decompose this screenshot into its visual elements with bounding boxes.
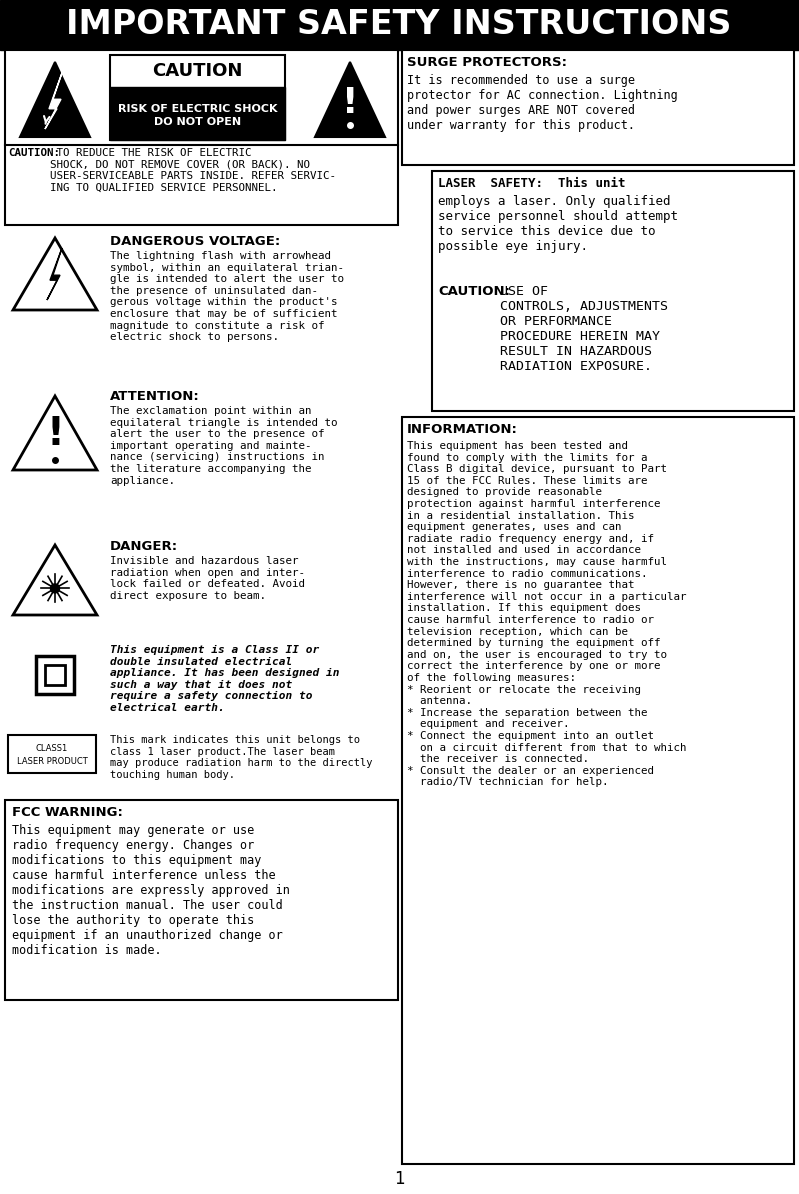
Text: USE OF
CONTROLS, ADJUSTMENTS
OR PERFORMANCE
PROCEDURE HEREIN MAY
RESULT IN HAZAR: USE OF CONTROLS, ADJUSTMENTS OR PERFORMA…	[500, 285, 668, 373]
Text: DANGER:: DANGER:	[110, 540, 178, 553]
Polygon shape	[47, 248, 62, 300]
Bar	[5, 50, 398, 224]
Text: CLASS1: CLASS1	[36, 744, 68, 752]
Text: 1: 1	[394, 1170, 404, 1188]
Text: It is recommended to use a surge
protector for AC connection. Lightning
and powe: It is recommended to use a surge protect…	[407, 74, 678, 133]
Bar	[402, 417, 794, 1164]
Text: This mark indicates this unit belongs to
class 1 laser product.The laser beam
ma: This mark indicates this unit belongs to…	[110, 736, 372, 780]
Text: LASER PRODUCT: LASER PRODUCT	[17, 757, 87, 767]
Bar	[0, 0, 799, 50]
Text: !: !	[46, 416, 64, 454]
Text: ATTENTION:: ATTENTION:	[110, 390, 200, 404]
Bar	[402, 50, 794, 165]
Text: employs a laser. Only qualified
service personnel should attempt
to service this: employs a laser. Only qualified service …	[438, 195, 678, 253]
Bar	[36, 656, 74, 694]
Text: This equipment may generate or use
radio frequency energy. Changes or
modificati: This equipment may generate or use radio…	[12, 824, 290, 958]
Bar	[110, 87, 285, 140]
Bar	[110, 55, 285, 140]
Text: RISK OF ELECTRIC SHOCK: RISK OF ELECTRIC SHOCK	[117, 104, 277, 113]
Polygon shape	[20, 62, 90, 137]
Text: DO NOT OPEN: DO NOT OPEN	[154, 117, 241, 127]
Text: Invisible and hazardous laser
radiation when open and inter-
lock failed or defe: Invisible and hazardous laser radiation …	[110, 556, 305, 601]
Polygon shape	[45, 70, 63, 129]
Text: LASER  SAFETY:  This unit: LASER SAFETY: This unit	[438, 177, 626, 190]
Text: CAUTION: CAUTION	[153, 62, 243, 80]
Text: TO REDUCE THE RISK OF ELECTRIC
SHOCK, DO NOT REMOVE COVER (OR BACK). NO
USER-SER: TO REDUCE THE RISK OF ELECTRIC SHOCK, DO…	[50, 148, 336, 192]
Bar	[5, 800, 398, 1001]
Polygon shape	[13, 396, 97, 470]
Bar	[432, 171, 794, 411]
Text: DANGEROUS VOLTAGE:: DANGEROUS VOLTAGE:	[110, 235, 280, 248]
Circle shape	[50, 584, 59, 593]
Text: CAUTION:: CAUTION:	[8, 148, 60, 158]
Polygon shape	[13, 238, 97, 310]
Text: This equipment has been tested and
found to comply with the limits for a
Class B: This equipment has been tested and found…	[407, 441, 686, 787]
Polygon shape	[13, 544, 97, 615]
Text: This equipment is a Class II or
double insulated electrical
appliance. It has be: This equipment is a Class II or double i…	[110, 645, 340, 713]
Text: IMPORTANT SAFETY INSTRUCTIONS: IMPORTANT SAFETY INSTRUCTIONS	[66, 8, 732, 42]
Text: SURGE PROTECTORS:: SURGE PROTECTORS:	[407, 56, 567, 69]
Bar	[8, 736, 96, 773]
Text: !: !	[342, 86, 358, 121]
Bar	[45, 665, 66, 685]
Text: INFORMATION:: INFORMATION:	[407, 423, 518, 436]
Text: FCC WARNING:: FCC WARNING:	[12, 806, 123, 819]
Polygon shape	[315, 62, 385, 137]
Text: The lightning flash with arrowhead
symbol, within an equilateral trian-
gle is i: The lightning flash with arrowhead symbo…	[110, 251, 344, 343]
Text: CAUTION:: CAUTION:	[438, 285, 510, 298]
Text: The exclamation point within an
equilateral triangle is intended to
alert the us: The exclamation point within an equilate…	[110, 406, 337, 486]
